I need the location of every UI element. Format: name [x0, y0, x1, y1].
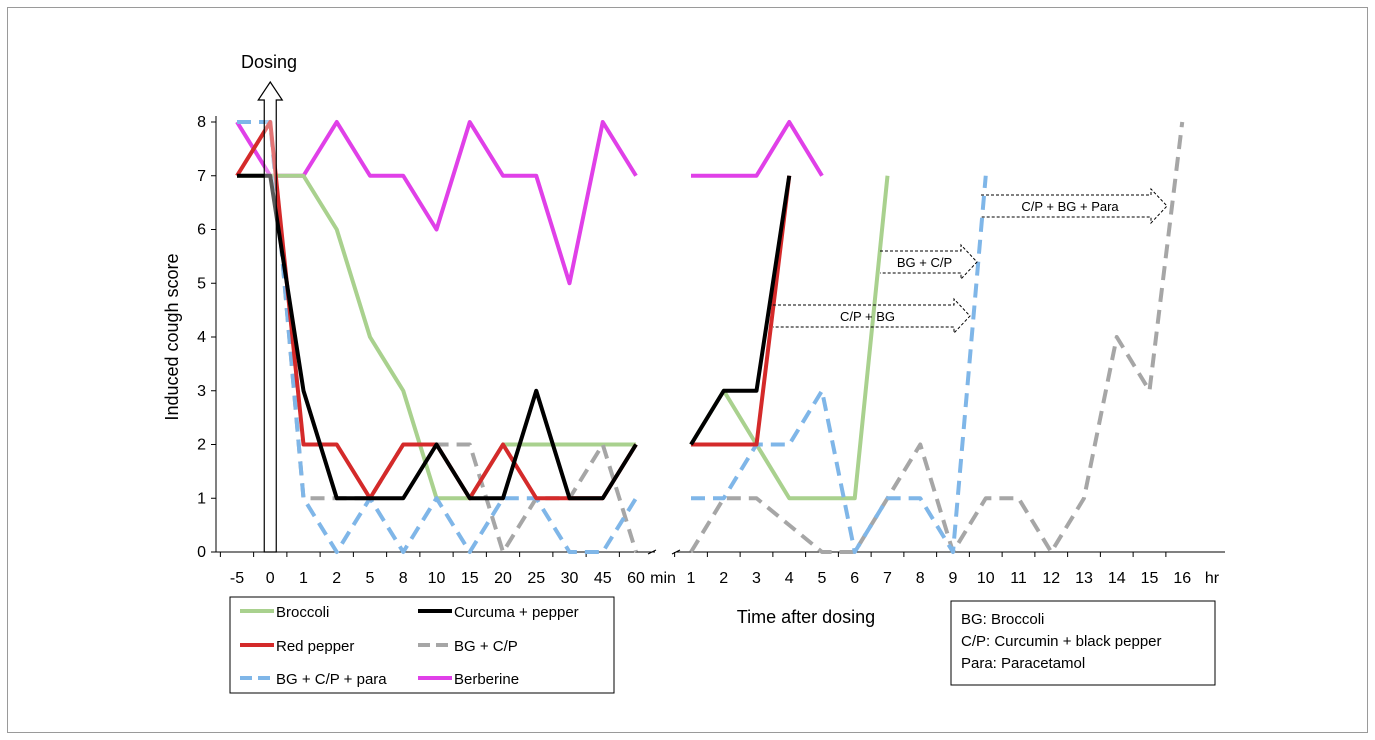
annotation-bg-cp-arrow [880, 243, 978, 281]
x-tick-label: 2 [332, 570, 341, 587]
annotation-cp-bg-para-arrow [981, 187, 1168, 225]
series-line-hours-BG + C/P [689, 121, 1185, 554]
dosing-arrow [257, 80, 284, 553]
figure-frame [7, 7, 1368, 733]
x-unit-minutes: min [650, 570, 676, 587]
x-tick-label: 8 [399, 570, 408, 587]
legend-label: Broccoli [276, 604, 329, 621]
x-unit-hours: hr [1205, 570, 1220, 587]
axis-break [671, 549, 681, 555]
annotation-cp-bg-arrow [773, 297, 971, 335]
legend: Broccoli Curcuma + pepper Red pepper BG + C… [229, 596, 615, 694]
x-tick-label: 6 [850, 570, 859, 587]
y-tick-label: 6 [197, 222, 206, 239]
series-line-hours-BG + C/P + para [691, 175, 988, 554]
x-tick-label: 3 [752, 570, 761, 587]
x-tick-label: 10 [428, 570, 446, 587]
x-tick-label: 60 [627, 570, 645, 587]
y-tick-label: 3 [197, 383, 206, 400]
x-tick-label: 11 [1010, 570, 1027, 587]
x-axis-label: Time after dosing [737, 607, 875, 627]
annotation-cp-bg-para-label: C/P + BG + Para [1021, 199, 1119, 214]
x-tick-label: 14 [1108, 570, 1126, 587]
abbreviation-line: BG: Broccoli [961, 611, 1044, 628]
y-axis-label: Induced cough score [162, 253, 182, 420]
y-tick-label: 4 [197, 329, 206, 346]
x-tick-label: 12 [1042, 570, 1060, 587]
series-layer [235, 120, 1185, 554]
series-line-minutes-BG + C/P + para [237, 120, 638, 554]
x-tick-label: 45 [594, 570, 612, 587]
x-tick-label: 2 [719, 570, 728, 587]
x-tick-label: 0 [266, 570, 275, 587]
x-tick-label: -5 [230, 570, 244, 587]
x-tick-label: 10 [977, 570, 995, 587]
x-tick-label: 16 [1173, 570, 1191, 587]
x-tick-label: 5 [366, 570, 375, 587]
x-tick-label: 8 [916, 570, 925, 587]
legend-label: BG + C/P + para [276, 671, 387, 688]
x-tick-label: 15 [461, 570, 479, 587]
x-tick-label: 25 [527, 570, 545, 587]
abbreviations-box: BG: Broccoli C/P: Curcumin + black pepper… [950, 600, 1216, 686]
y-tick-label: 0 [197, 544, 206, 561]
x-tick-label: 4 [785, 570, 794, 587]
y-tick-label: 5 [197, 275, 206, 292]
x-tick-label: 1 [687, 570, 696, 587]
x-tick-label: 7 [883, 570, 892, 587]
abbreviation-line: C/P: Curcumin + black pepper [961, 633, 1162, 650]
series-line-hours-Red pepper [691, 175, 792, 447]
x-tick-label: 15 [1141, 570, 1159, 587]
x-tick-label: 1 [299, 570, 308, 587]
annotation-bg-cp-label: BG + C/P [897, 255, 952, 270]
x-tick-label: 9 [949, 570, 958, 587]
annotation-cp-bg-label: C/P + BG [840, 309, 895, 324]
series-line-minutes-Curcuma + pepper [237, 173, 638, 501]
y-tick-label: 7 [197, 168, 206, 185]
legend-label: Berberine [454, 671, 519, 688]
x-tick-label: 30 [561, 570, 579, 587]
abbreviations-frame [950, 600, 1216, 686]
y-tick-label: 1 [197, 490, 206, 507]
legend-label: BG + C/P [454, 638, 518, 655]
annotations-layer: Dosing C/P + BG BG + C/P C/P + BG + Para Bro… [229, 52, 1216, 694]
x-tick-label: 5 [818, 570, 827, 587]
series-line-hours-Broccoli [689, 175, 890, 501]
y-tick-label: 8 [197, 114, 206, 131]
series-line-hours-Curcuma + pepper [689, 175, 792, 446]
series-line-minutes-Berberine [235, 120, 638, 286]
abbreviation-line: Para: Paracetamol [961, 655, 1085, 672]
x-tick-label: 13 [1075, 570, 1093, 587]
y-tick-label: 2 [197, 437, 206, 454]
legend-label: Curcuma + pepper [454, 604, 579, 621]
dosing-label: Dosing [241, 52, 297, 72]
x-tick-label: 20 [494, 570, 512, 587]
legend-label: Red pepper [276, 638, 354, 655]
series-line-hours-Berberine [691, 120, 824, 178]
axis-break [647, 549, 657, 555]
